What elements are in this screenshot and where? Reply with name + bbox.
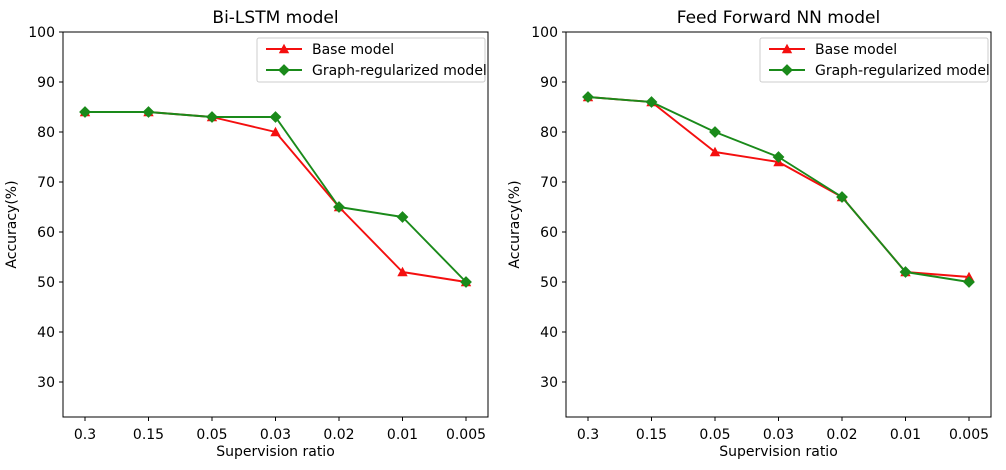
svg-text:50: 50 bbox=[37, 275, 55, 291]
bilstm-chart: 30 40 50 60 70 80 90 100 0.3 0.15 0.05 0.03 0.02 0.01… bbox=[4, 8, 489, 460]
y-axis-label: Accuracy(%) bbox=[4, 180, 20, 268]
svg-text:0.05: 0.05 bbox=[196, 427, 227, 443]
svg-text:60: 60 bbox=[37, 225, 55, 241]
svg-text:100: 100 bbox=[531, 25, 558, 41]
svg-text:0.005: 0.005 bbox=[949, 427, 989, 443]
svg-text:0.3: 0.3 bbox=[577, 427, 599, 443]
x-axis: 0.3 0.15 0.05 0.03 0.02 0.01 0.005 bbox=[577, 417, 989, 443]
series-graph-regularized-model bbox=[582, 91, 975, 288]
svg-text:0.05: 0.05 bbox=[699, 427, 730, 443]
panel-ffnn: 30 40 50 60 70 80 90 100 0.3 0.15 0.05 0.03 0.02 0.01… bbox=[503, 0, 1006, 470]
series-graph-regularized-model bbox=[79, 106, 472, 288]
legend-label: Base model bbox=[815, 42, 897, 58]
x-axis-label: Supervision ratio bbox=[216, 444, 335, 460]
ffnn-chart: 30 40 50 60 70 80 90 100 0.3 0.15 0.05 0.03 0.02 0.01… bbox=[507, 8, 992, 460]
svg-text:0.02: 0.02 bbox=[323, 427, 354, 443]
svg-text:0.15: 0.15 bbox=[636, 427, 667, 443]
x-axis-label: Supervision ratio bbox=[719, 444, 838, 460]
x-axis: 0.3 0.15 0.05 0.03 0.02 0.01 0.005 bbox=[74, 417, 486, 443]
panel-bilstm: 30 40 50 60 70 80 90 100 0.3 0.15 0.05 0.03 0.02 0.01… bbox=[4, 8, 489, 460]
svg-text:0.01: 0.01 bbox=[890, 427, 921, 443]
svg-text:70: 70 bbox=[37, 175, 55, 191]
svg-text:70: 70 bbox=[540, 175, 558, 191]
svg-text:0.15: 0.15 bbox=[133, 427, 164, 443]
legend-label: Base model bbox=[312, 42, 394, 58]
axes bbox=[62, 31, 489, 418]
svg-text:90: 90 bbox=[37, 75, 55, 91]
svg-text:30: 30 bbox=[37, 375, 55, 391]
svg-text:80: 80 bbox=[540, 125, 558, 141]
svg-text:40: 40 bbox=[37, 325, 55, 341]
svg-text:90: 90 bbox=[540, 75, 558, 91]
y-axis-label: Accuracy(%) bbox=[507, 180, 523, 268]
svg-text:50: 50 bbox=[540, 275, 558, 291]
legend: Base model Graph-regularized model bbox=[759, 37, 990, 83]
y-axis: 30 40 50 60 70 80 90 100 bbox=[28, 25, 63, 391]
y-axis: 30 40 50 60 70 80 90 100 bbox=[531, 25, 566, 391]
legend-label: Graph-regularized model bbox=[312, 63, 487, 79]
legend-label: Graph-regularized model bbox=[815, 63, 990, 79]
series-base-model bbox=[582, 91, 975, 282]
svg-text:30: 30 bbox=[540, 375, 558, 391]
svg-text:40: 40 bbox=[540, 325, 558, 341]
svg-text:100: 100 bbox=[28, 25, 55, 41]
svg-text:0.3: 0.3 bbox=[74, 427, 96, 443]
chart-title: Feed Forward NN model bbox=[677, 8, 881, 28]
svg-text:0.01: 0.01 bbox=[387, 427, 418, 443]
svg-text:60: 60 bbox=[540, 225, 558, 241]
svg-text:0.02: 0.02 bbox=[826, 427, 857, 443]
legend: Base model Graph-regularized model bbox=[256, 37, 487, 83]
svg-text:0.03: 0.03 bbox=[763, 427, 794, 443]
axes bbox=[565, 31, 992, 418]
svg-text:0.005: 0.005 bbox=[446, 427, 486, 443]
chart-title: Bi-LSTM model bbox=[212, 8, 338, 28]
svg-text:0.03: 0.03 bbox=[260, 427, 291, 443]
series-base-model bbox=[79, 106, 472, 287]
svg-text:80: 80 bbox=[37, 125, 55, 141]
